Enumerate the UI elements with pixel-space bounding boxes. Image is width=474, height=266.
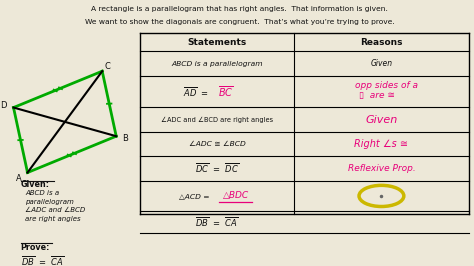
Text: Given: Given xyxy=(365,115,398,125)
Text: $\overline{DC}$  =  $\overline{DC}$: $\overline{DC}$ = $\overline{DC}$ xyxy=(195,161,239,176)
Text: ▯  are ≅: ▯ are ≅ xyxy=(359,91,395,100)
Text: opp sides of a: opp sides of a xyxy=(355,81,418,90)
Text: A: A xyxy=(16,173,22,182)
Text: Reasons: Reasons xyxy=(360,38,403,47)
Text: Statements: Statements xyxy=(187,38,246,47)
Text: D: D xyxy=(0,101,7,110)
Text: ∠ADC and ∠BCD are right angles: ∠ADC and ∠BCD are right angles xyxy=(161,117,273,123)
Text: Reflexive Prop.: Reflexive Prop. xyxy=(347,164,415,173)
Text: $\overline{DB}$  =  $\overline{CA}$: $\overline{DB}$ = $\overline{CA}$ xyxy=(195,215,238,229)
Text: ∠ADC ≅ ∠BCD: ∠ADC ≅ ∠BCD xyxy=(189,141,245,147)
Text: A rectangle is a parallelogram that has right angles.  That information is given: A rectangle is a parallelogram that has … xyxy=(91,6,388,12)
Text: △BDC: △BDC xyxy=(222,192,249,200)
Text: Right ∠s ≅: Right ∠s ≅ xyxy=(355,139,409,149)
Text: △ACD =: △ACD = xyxy=(179,193,210,199)
Text: ABCD is a parallelogram: ABCD is a parallelogram xyxy=(171,61,263,66)
Text: Given: Given xyxy=(370,59,392,68)
Text: Given:: Given: xyxy=(20,180,49,189)
Text: $\overline{AD}$  =: $\overline{AD}$ = xyxy=(182,85,212,99)
Text: $\overline{DB}$  =  $\overline{CA}$: $\overline{DB}$ = $\overline{CA}$ xyxy=(20,253,64,266)
Text: B: B xyxy=(122,134,128,143)
Text: Prove:: Prove: xyxy=(20,243,50,252)
Text: C: C xyxy=(105,62,111,71)
Text: ABCD is a
parallelogram
∠ADC and ∠BCD
are right angles: ABCD is a parallelogram ∠ADC and ∠BCD ar… xyxy=(25,190,85,222)
Text: $\overline{BC}$: $\overline{BC}$ xyxy=(219,84,234,99)
Text: We want to show the diagonals are congruent.  That’s what you’re trying to prove: We want to show the diagonals are congru… xyxy=(85,19,395,26)
